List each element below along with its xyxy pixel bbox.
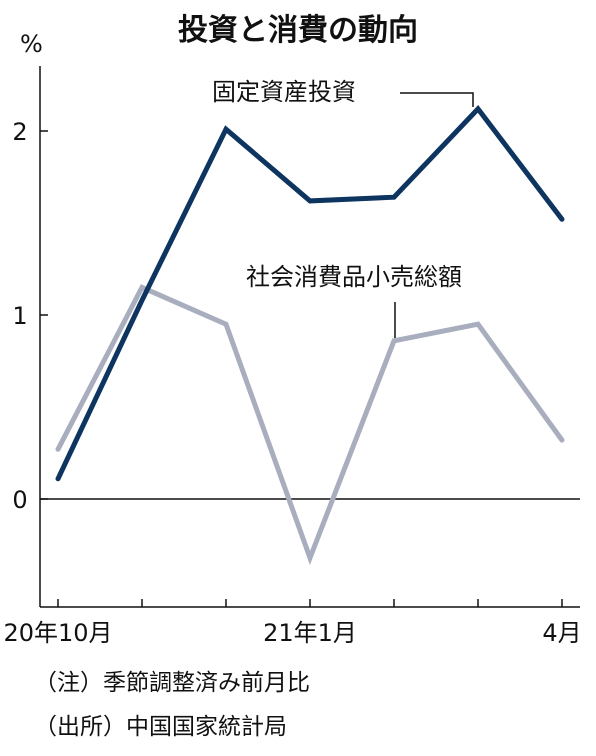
label-leader-line xyxy=(400,92,474,107)
x-tick-label: 21年1月 xyxy=(263,619,357,647)
series-label-retail-sales: 社会消費品小売総額 xyxy=(246,263,462,338)
y-tick-label: 2 xyxy=(12,118,27,146)
series-label-fixed-asset-investment: 固定資産投資 xyxy=(212,78,474,107)
x-axis: 20年10月 21年1月 4月 xyxy=(3,599,582,647)
y-ticks: 0 1 2 xyxy=(12,118,48,514)
x-tick-label: 4月 xyxy=(542,619,581,647)
series-label: 社会消費品小売総額 xyxy=(246,263,462,291)
chart-title: 投資と消費の動向 xyxy=(178,13,418,48)
series-line xyxy=(55,105,565,482)
note-source: （出所）中国国家統計局 xyxy=(34,714,287,740)
y-tick-label: 0 xyxy=(12,486,27,514)
series-line xyxy=(55,284,565,566)
series-label: 固定資産投資 xyxy=(212,78,356,106)
x-ticks: 20年10月 21年1月 4月 xyxy=(3,599,582,647)
note-seasonal-adjustment: （注）季節調整済み前月比 xyxy=(34,670,310,696)
y-axis: 0 1 2 xyxy=(12,66,48,607)
y-axis-unit: % xyxy=(20,30,43,58)
series-layer xyxy=(55,105,565,566)
y-tick-label: 1 xyxy=(12,302,27,330)
x-tick-label: 20年10月 xyxy=(3,619,112,647)
